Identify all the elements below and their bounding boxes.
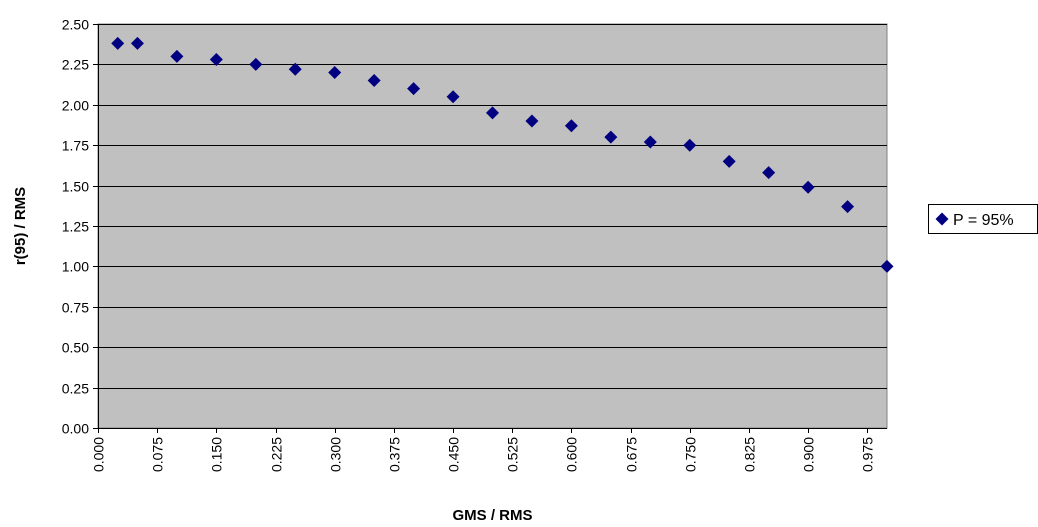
data-point-0-16 (722, 154, 736, 168)
data-point-0-5 (288, 62, 302, 76)
y-tick-label-4: 1.00 (62, 259, 89, 275)
x-tick-label-11: 0.825 (742, 437, 758, 472)
y-axis-title: r(95) / RMS (12, 187, 29, 265)
data-point-0-11 (525, 114, 539, 128)
data-point-0-17 (762, 166, 776, 180)
data-point-0-20 (880, 259, 894, 273)
data-point-0-2 (170, 49, 184, 63)
x-axis-title: GMS / RMS (452, 507, 532, 524)
data-point-0-7 (367, 74, 381, 88)
tick-labels: 0.00 0.25 0.50 0.75 1.00 1.25 1.50 1.75 2.00 2.25… (62, 17, 876, 473)
x-tick-label-4: 0.300 (328, 437, 344, 472)
legend-marker (935, 212, 949, 226)
data-point-0-1 (130, 36, 144, 50)
data-point-0-0 (111, 36, 125, 50)
legend-label: P = 95% (953, 212, 1014, 229)
y-tick-label-5: 1.25 (62, 219, 89, 235)
y-tick-label-1: 0.25 (62, 381, 89, 397)
data-points (111, 36, 894, 273)
x-tick-label-12: 0.900 (801, 437, 817, 472)
x-tick-label-9: 0.675 (624, 437, 640, 472)
data-point-0-9 (446, 90, 460, 104)
x-tick-label-5: 0.375 (387, 437, 403, 472)
x-tick-label-2: 0.150 (209, 437, 225, 472)
y-tick-label-2: 0.50 (62, 340, 89, 356)
data-point-0-12 (564, 119, 578, 133)
y-tick-label-10: 2.50 (62, 17, 89, 33)
data-point-0-13 (604, 130, 618, 144)
x-tick-label-8: 0.600 (564, 437, 580, 472)
x-tick-label-10: 0.750 (683, 437, 699, 472)
y-tick-label-3: 0.75 (62, 300, 89, 316)
data-point-0-4 (249, 57, 263, 71)
x-tick-label-3: 0.225 (269, 437, 285, 472)
data-point-0-10 (486, 106, 499, 120)
y-tick-label-6: 1.50 (62, 179, 89, 195)
data-point-0-15 (683, 138, 697, 152)
data-point-0-6 (328, 65, 342, 79)
x-tick-label-6: 0.450 (446, 437, 462, 472)
y-tick-label-9: 2.25 (62, 57, 89, 73)
legend: P = 95% (928, 204, 1038, 234)
y-tick-label-0: 0.00 (62, 421, 89, 437)
axes (98, 24, 887, 429)
data-point-0-19 (841, 200, 855, 214)
data-point-0-8 (407, 82, 421, 96)
data-point-0-18 (801, 180, 815, 194)
x-tick-label-1: 0.075 (150, 437, 166, 472)
data-point-0-3 (209, 53, 223, 67)
y-tick-label-8: 2.00 (62, 98, 89, 114)
x-tick-label-13: 0.975 (860, 437, 876, 472)
data-point-0-14 (643, 135, 657, 149)
y-tick-label-7: 1.75 (62, 138, 89, 154)
x-tick-label-0: 0.000 (91, 437, 107, 472)
x-tick-label-7: 0.525 (505, 437, 521, 472)
